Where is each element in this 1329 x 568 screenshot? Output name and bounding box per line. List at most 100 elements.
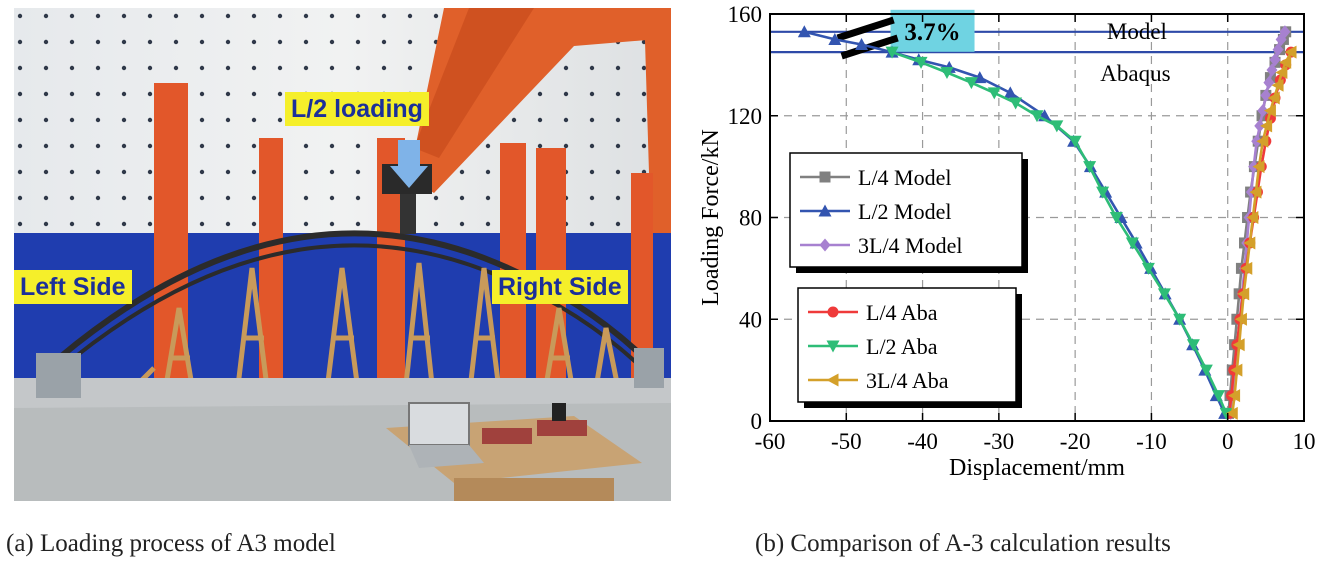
- data-point: [1173, 313, 1187, 326]
- loading-arrow: [390, 140, 428, 188]
- data-point: [855, 38, 869, 51]
- data-point: [1263, 104, 1276, 118]
- x-tick-label: -20: [1060, 429, 1091, 454]
- legend-entry: L/2 Aba: [866, 334, 938, 359]
- legend-entry: L/4 Model: [858, 165, 952, 190]
- peak-reference: 3.7% Model Abaqus: [770, 9, 1304, 86]
- data-point: [973, 71, 987, 84]
- data-point: [1260, 119, 1273, 133]
- data-point: [1260, 88, 1272, 102]
- data-point: [1030, 110, 1044, 123]
- column: [631, 173, 653, 383]
- x-tick-label: -40: [907, 429, 938, 454]
- column: [500, 143, 526, 383]
- legend-marker: [819, 171, 831, 183]
- x-tick-label: -30: [984, 429, 1015, 454]
- right-side-label: Right Side: [492, 270, 628, 304]
- data-point: [1284, 45, 1297, 59]
- x-tick-label: -10: [1136, 429, 1167, 454]
- data-point: [1266, 63, 1278, 77]
- difference-highlight: [890, 9, 975, 52]
- y-tick-label: 120: [728, 104, 763, 129]
- data-point: [914, 56, 928, 69]
- break-mark: [836, 16, 895, 42]
- data-point: [1240, 261, 1253, 275]
- label-mask: [1075, 12, 1156, 29]
- data-point: [964, 77, 978, 90]
- legend-marker: [826, 373, 839, 387]
- y-tick-label: 160: [728, 2, 763, 27]
- x-tick-label: -60: [755, 429, 786, 454]
- data-point: [1279, 55, 1292, 69]
- legend-entry: 3L/4 Model: [858, 233, 963, 258]
- loading-label: L/2 loading: [285, 92, 429, 126]
- photo-scene: [14, 8, 671, 501]
- legend-entry: L/4 Aba: [866, 300, 938, 325]
- comparison-chart: 3.7% Model Abaqus -60 -50 -40 -30 -20 -10 0 10 0 40…: [698, 2, 1316, 481]
- data-point: [1157, 288, 1171, 301]
- legends: L/4 Model L/2 Model 3L/4 Model L/4 Aba L/2 A…: [789, 152, 1028, 408]
- data-point: [885, 46, 899, 59]
- data-point: [1125, 237, 1139, 250]
- data-point: [1272, 43, 1284, 57]
- data-point: [1254, 119, 1266, 133]
- data-point: [1009, 97, 1023, 110]
- data-point: [1050, 120, 1064, 133]
- x-tick-label: 10: [1293, 429, 1316, 454]
- data-point: [1263, 76, 1275, 90]
- data-point: [1275, 66, 1288, 80]
- legend-marker: [826, 340, 840, 353]
- legend-marker: [827, 306, 839, 318]
- series-3l-4-aba: [1225, 45, 1297, 420]
- data-point: [1141, 262, 1155, 275]
- model-peak-label: Model: [1107, 19, 1167, 44]
- data-point: [1257, 104, 1269, 118]
- data-point: [1096, 186, 1110, 199]
- data-point: [1243, 236, 1256, 250]
- data-point: [1279, 25, 1291, 39]
- y-tick-label: 80: [739, 206, 762, 231]
- legend-model: L/4 Model L/2 Model 3L/4 Model: [789, 152, 1028, 273]
- data-point: [1003, 86, 1017, 99]
- wooden-supports: [112, 262, 621, 410]
- data-point: [1212, 390, 1226, 403]
- y-tick-label: 0: [751, 409, 763, 434]
- y-axis-label: Loading Force/kN: [698, 129, 724, 306]
- difference-label: 3.7%: [904, 19, 960, 46]
- data-point: [1256, 134, 1269, 148]
- data-point: [1199, 364, 1213, 377]
- data-point: [1267, 91, 1280, 105]
- data-point: [940, 67, 954, 80]
- data-point: [1252, 160, 1265, 174]
- data-point: [797, 25, 811, 38]
- caption-a: (a) Loading process of A3 model: [6, 530, 336, 557]
- legend-marker: [819, 238, 831, 252]
- x-axis-label: Displacement/mm: [949, 455, 1125, 481]
- legend-marker: [818, 204, 832, 217]
- x-tick-label: 0: [1222, 429, 1234, 454]
- data-point: [1230, 363, 1243, 377]
- data-point: [1246, 211, 1259, 224]
- data-point: [1232, 338, 1245, 352]
- legend-entry: 3L/4 Aba: [866, 368, 949, 393]
- legend-aba: L/4 Aba L/2 Aba 3L/4 Aba: [797, 287, 1022, 408]
- series-l-4-aba: [1223, 46, 1297, 419]
- data-point: [1068, 135, 1082, 148]
- data-point: [1083, 161, 1097, 174]
- data-point: [1237, 287, 1250, 301]
- caption-b: (b) Comparison of A-3 calculation result…: [755, 530, 1171, 557]
- x-tick-label: -50: [831, 429, 862, 454]
- data-point: [1186, 339, 1200, 352]
- data-point: [1249, 185, 1262, 199]
- data-point: [1219, 407, 1233, 420]
- data-point: [1228, 389, 1241, 403]
- abaqus-peak-label: Abaqus: [1100, 61, 1170, 86]
- data-point: [1234, 312, 1247, 326]
- ticks: -60 -50 -40 -30 -20 -10 0 10 0 40 80 120 160: [728, 2, 1316, 454]
- data-point: [1225, 406, 1238, 420]
- data-point: [987, 87, 1001, 100]
- arch-truss: [57, 230, 642, 361]
- left-side-label: Left Side: [14, 270, 132, 304]
- y-tick-label: 40: [739, 307, 762, 332]
- data-point: [1269, 53, 1281, 67]
